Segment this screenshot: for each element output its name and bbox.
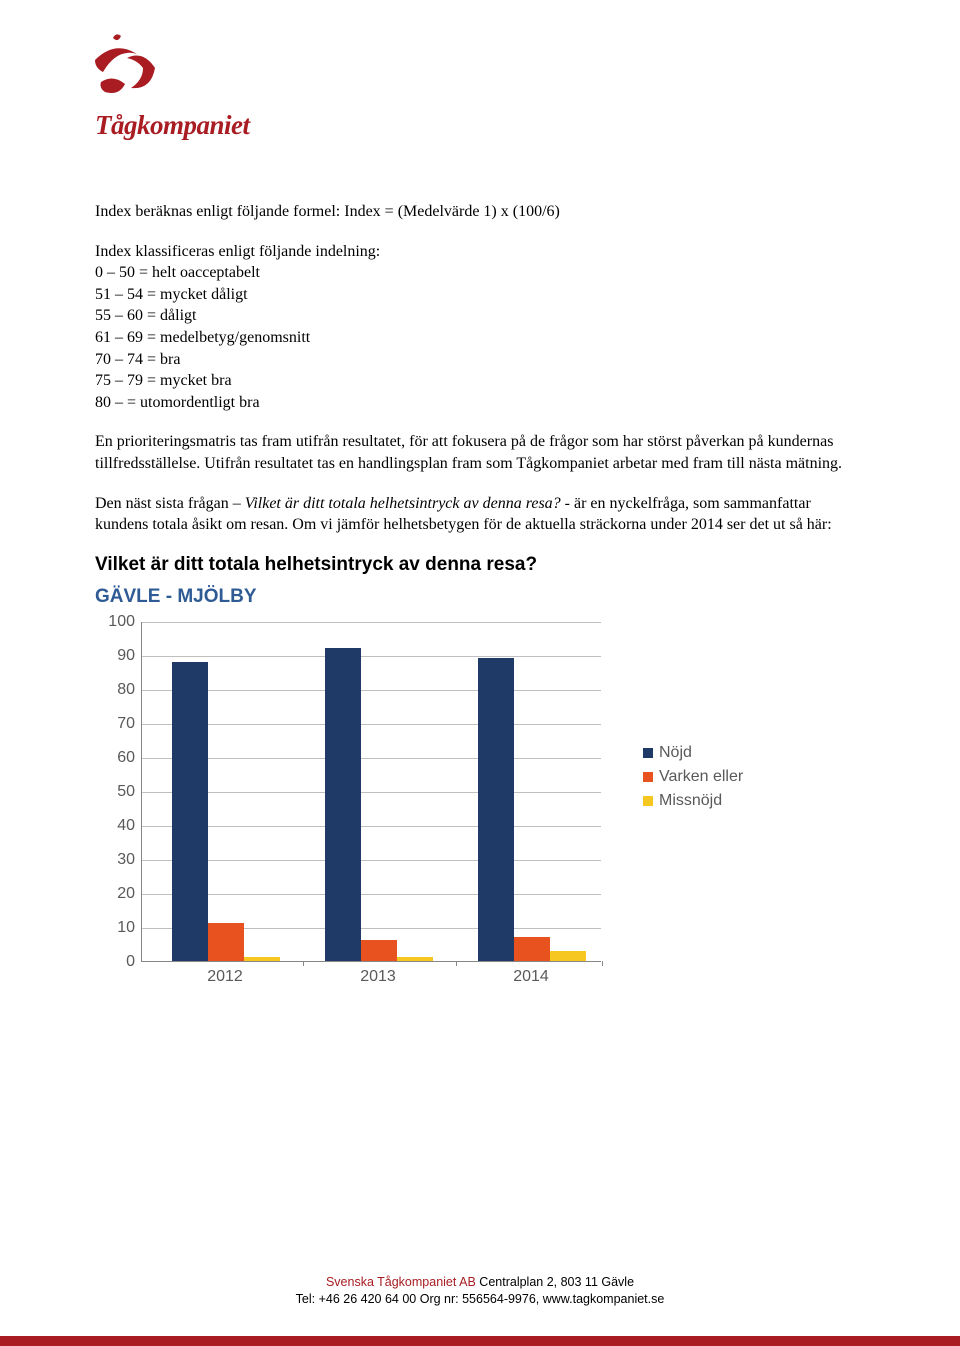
chart-gridline xyxy=(142,758,601,759)
chart-bar xyxy=(514,937,550,961)
scale-block: Index klassificeras enligt följande inde… xyxy=(95,241,865,414)
legend-label: Nöjd xyxy=(659,744,692,762)
p3-lead: Den näst sista frågan – xyxy=(95,495,245,512)
chart-bar xyxy=(478,658,514,961)
chart-xtick: 2014 xyxy=(513,968,549,990)
chart-ytick: 30 xyxy=(95,851,135,869)
document-body: Index beräknas enligt följande formel: I… xyxy=(95,201,865,536)
intro-formula: Index beräknas enligt följande formel: I… xyxy=(95,201,865,223)
legend-label: Varken eller xyxy=(659,768,743,786)
legend-item: Missnöjd xyxy=(643,792,743,810)
chart-gridline xyxy=(142,656,601,657)
chart-ytick: 10 xyxy=(95,919,135,937)
brand-name: Tågkompaniet xyxy=(95,110,865,141)
chart-subtitle: GÄVLE - MJÖLBY xyxy=(95,586,865,608)
chart-xtick: 2012 xyxy=(207,968,243,990)
chart-xtick-mark xyxy=(303,961,304,966)
chart-gridline xyxy=(142,894,601,895)
chart-ytick: 20 xyxy=(95,885,135,903)
chart-bar xyxy=(244,957,280,960)
legend-swatch xyxy=(643,748,653,758)
chart-gridline xyxy=(142,792,601,793)
legend-item: Nöjd xyxy=(643,744,743,762)
chart-gridline xyxy=(142,826,601,827)
chart-xtick-mark xyxy=(456,961,457,966)
page-footer: Svenska Tågkompaniet AB Centralplan 2, 8… xyxy=(0,1274,960,1308)
scale-item: 61 – 69 = medelbetyg/genomsnitt xyxy=(95,327,865,349)
chart-bar xyxy=(550,951,586,961)
chart-ytick: 60 xyxy=(95,749,135,767)
legend-swatch xyxy=(643,796,653,806)
legend-item: Varken eller xyxy=(643,768,743,786)
scale-item: 0 – 50 = helt oacceptabelt xyxy=(95,262,865,284)
p3-question-italic: Vilket är ditt totala helhetsintryck av … xyxy=(245,495,561,512)
chart-ytick: 40 xyxy=(95,817,135,835)
chart-bar xyxy=(361,940,397,960)
chart-bar xyxy=(172,662,208,961)
footer-contact: Tel: +46 26 420 64 00 Org nr: 556564-997… xyxy=(0,1291,960,1308)
paragraph-keyquestion: Den näst sista frågan – Vilket är ditt t… xyxy=(95,493,865,536)
footer-red-stripe xyxy=(0,1336,960,1346)
chart-ytick: 0 xyxy=(95,953,135,971)
chart-title: Vilket är ditt totala helhetsintryck av … xyxy=(95,554,865,576)
scale-heading: Index klassificeras enligt följande inde… xyxy=(95,241,865,263)
chart-legend: Nöjd Varken eller Missnöjd xyxy=(643,744,743,816)
paragraph-prioritization: En prioriteringsmatris tas fram utifrån … xyxy=(95,431,865,474)
chart-ytick: 70 xyxy=(95,715,135,733)
chart-ytick: 90 xyxy=(95,647,135,665)
chart-gridline xyxy=(142,690,601,691)
chart-ytick: 100 xyxy=(95,613,135,631)
chart-ytick: 80 xyxy=(95,681,135,699)
chart-bar xyxy=(397,957,433,960)
scale-item: 75 – 79 = mycket bra xyxy=(95,370,865,392)
chart-plot xyxy=(141,622,601,962)
chart-gridline xyxy=(142,724,601,725)
scale-item: 70 – 74 = bra xyxy=(95,349,865,371)
brand-logo: Tågkompaniet xyxy=(95,30,865,141)
chart-bar xyxy=(325,648,361,961)
chart-area: 0102030405060708090100 201220132014 xyxy=(95,614,615,984)
chart-bar xyxy=(208,923,244,960)
chart-ytick: 50 xyxy=(95,783,135,801)
chart-xtick-mark xyxy=(602,961,603,966)
chart-xtick: 2013 xyxy=(360,968,396,990)
chart-gridline xyxy=(142,622,601,623)
footer-company: Svenska Tågkompaniet AB xyxy=(326,1275,476,1289)
chart-container: 0102030405060708090100 201220132014 Nöjd… xyxy=(95,614,865,984)
scale-item: 55 – 60 = dåligt xyxy=(95,305,865,327)
chart-gridline xyxy=(142,860,601,861)
footer-address: Centralplan 2, 803 11 Gävle xyxy=(476,1275,634,1289)
legend-label: Missnöjd xyxy=(659,792,722,810)
scale-item: 51 – 54 = mycket dåligt xyxy=(95,284,865,306)
scale-item: 80 – = utomordentligt bra xyxy=(95,392,865,414)
legend-swatch xyxy=(643,772,653,782)
